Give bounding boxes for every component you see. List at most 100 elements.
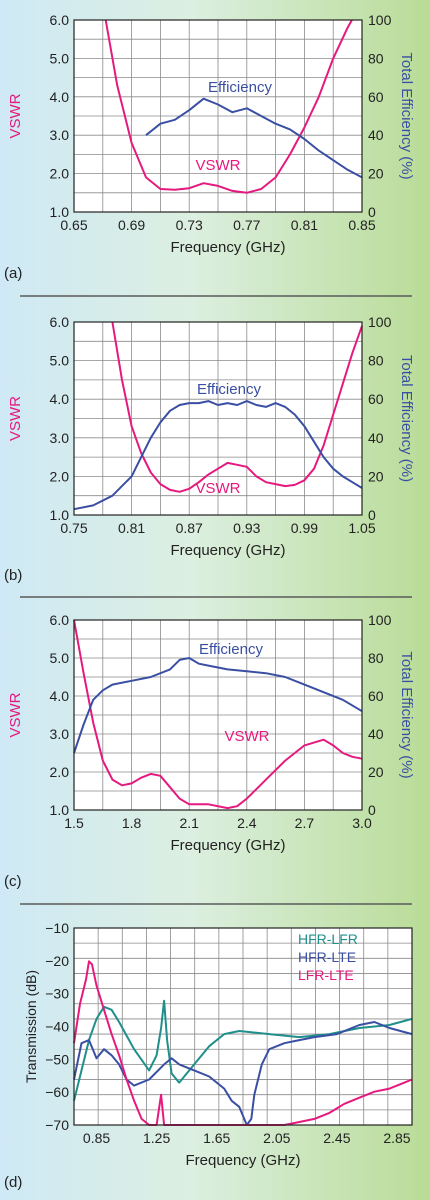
chart-b: 0.75 0.81 0.87 0.93 0.99 1.05 1.0 2.0 3.0 4.0 5.0 6… (7, 314, 415, 559)
y2-tick-label: 60 (368, 688, 384, 704)
y-tick-label: 1.0 (50, 802, 70, 818)
x-tick-label: 0.75 (60, 520, 87, 536)
y-axis-title: VSWR (7, 396, 24, 441)
y-tick-label: −20 (45, 953, 69, 969)
efficiency-annotation: Efficiency (208, 79, 272, 96)
x-tick-label: 2.1 (179, 815, 199, 831)
y-tick-label: 4.0 (50, 391, 70, 407)
x-axis-title: Frequency (GHz) (185, 1152, 300, 1169)
y-tick-label: −60 (45, 1084, 69, 1100)
y2-axis-title: Total Efficiency (%) (398, 52, 415, 179)
series-line-efficiency (145, 97, 363, 179)
y2-tick-label: 40 (368, 127, 384, 143)
vswr-annotation: VSWR (196, 157, 241, 174)
efficiency-annotation: Efficiency (199, 641, 263, 658)
series-line-lfr-lte (73, 960, 413, 1126)
panel-label-b: (b) (4, 567, 22, 584)
y2-tick-label: 100 (368, 612, 392, 628)
x-tick-label: 0.85 (83, 1130, 110, 1146)
x-tick-label: 1.05 (348, 520, 375, 536)
x-tick-label: 2.05 (263, 1130, 290, 1146)
vswr-annotation: VSWR (225, 728, 270, 745)
y-tick-label: 6.0 (50, 314, 70, 330)
plot-frame (73, 321, 363, 516)
x-axis-title: Frequency (GHz) (170, 239, 285, 256)
y-tick-label: 4.0 (50, 89, 70, 105)
chart-c: 1.5 1.8 2.1 2.4 2.7 3.0 1.0 2.0 3.0 4.0 5.0 6.0 Freq… (7, 612, 415, 854)
series-line-vswr (73, 619, 363, 810)
y-tick-label: 3.0 (50, 726, 70, 742)
y2-tick-label: 80 (368, 50, 384, 66)
y-tick-label: −30 (45, 986, 69, 1002)
y-tick-label: 5.0 (50, 353, 70, 369)
plot-frame (73, 19, 363, 213)
y-tick-label: 6.0 (50, 612, 70, 628)
chart-a: 0.65 0.69 0.73 0.77 0.81 0.85 1.0 2.0 3.0 4.0 5.0 6… (7, 12, 415, 256)
y-tick-label: −70 (45, 1117, 69, 1133)
series-line-efficiency (73, 657, 363, 754)
efficiency-annotation: Efficiency (197, 381, 261, 398)
vswr-annotation: VSWR (196, 480, 241, 497)
y2-tick-label: 0 (368, 204, 376, 220)
y-axis-title: VSWR (7, 692, 24, 737)
y2-tick-label: 40 (368, 430, 384, 446)
x-tick-label: 2.7 (295, 815, 315, 831)
y-tick-label: 1.0 (50, 507, 70, 523)
x-tick-label: 0.87 (176, 520, 203, 536)
y2-tick-label: 20 (368, 166, 384, 182)
x-tick-label: 0.81 (291, 217, 318, 233)
y2-axis-title: Total Efficiency (%) (398, 355, 415, 482)
panel-label-a: (a) (4, 265, 22, 282)
y-tick-label: 5.0 (50, 650, 70, 666)
y-tick-label: 2.0 (50, 468, 70, 484)
x-tick-label: 0.77 (233, 217, 260, 233)
x-tick-label: 0.99 (291, 520, 318, 536)
x-axis-title: Frequency (GHz) (170, 837, 285, 854)
y2-tick-label: 60 (368, 89, 384, 105)
x-axis-title: Frequency (GHz) (170, 542, 285, 559)
y-tick-label: 4.0 (50, 688, 70, 704)
x-tick-label: 0.73 (176, 217, 203, 233)
x-tick-label: 0.81 (118, 520, 145, 536)
y-tick-label: −50 (45, 1051, 69, 1067)
y2-tick-label: 20 (368, 468, 384, 484)
x-tick-label: 2.85 (383, 1130, 410, 1146)
panel-label-d: (d) (4, 1174, 22, 1191)
x-tick-label: 0.69 (118, 217, 145, 233)
legend-item-hfr-lte: HFR-LTE (298, 949, 356, 965)
series-line-efficiency (73, 400, 363, 511)
plot-frame (73, 927, 413, 1126)
y-tick-label: −10 (45, 920, 69, 936)
legend-item-lfr-lte: LFR-LTE (298, 967, 354, 983)
x-tick-label: 1.8 (122, 815, 142, 831)
y-axis-title: Transmission (dB) (23, 970, 39, 1083)
y-tick-label: 3.0 (50, 127, 70, 143)
y-tick-label: 1.0 (50, 204, 70, 220)
y2-tick-label: 100 (368, 12, 392, 28)
x-tick-label: 3.0 (352, 815, 372, 831)
y-tick-label: 2.0 (50, 764, 70, 780)
x-tick-label: 0.93 (233, 520, 260, 536)
x-tick-label: 2.4 (237, 815, 257, 831)
series-line-hfr-lte (73, 1021, 413, 1126)
y-tick-label: 3.0 (50, 430, 70, 446)
y-tick-label: 2.0 (50, 166, 70, 182)
y2-tick-label: 40 (368, 726, 384, 742)
panel-label-c: (c) (4, 873, 22, 890)
x-tick-label: 1.5 (64, 815, 84, 831)
legend-item-hfr-lfr: HFR-LFR (298, 931, 358, 947)
y2-tick-label: 100 (368, 314, 392, 330)
plot-frame (73, 619, 363, 811)
series-line-vswr (104, 19, 353, 194)
x-tick-label: 0.65 (60, 217, 87, 233)
y-axis-title: VSWR (7, 93, 24, 138)
y2-tick-label: 0 (368, 802, 376, 818)
y2-tick-label: 80 (368, 650, 384, 666)
y2-tick-label: 80 (368, 353, 384, 369)
y2-tick-label: 20 (368, 764, 384, 780)
x-tick-label: 0.85 (348, 217, 375, 233)
y-tick-label: 6.0 (50, 12, 70, 28)
y2-tick-label: 0 (368, 507, 376, 523)
y2-axis-title: Total Efficiency (%) (398, 651, 415, 778)
